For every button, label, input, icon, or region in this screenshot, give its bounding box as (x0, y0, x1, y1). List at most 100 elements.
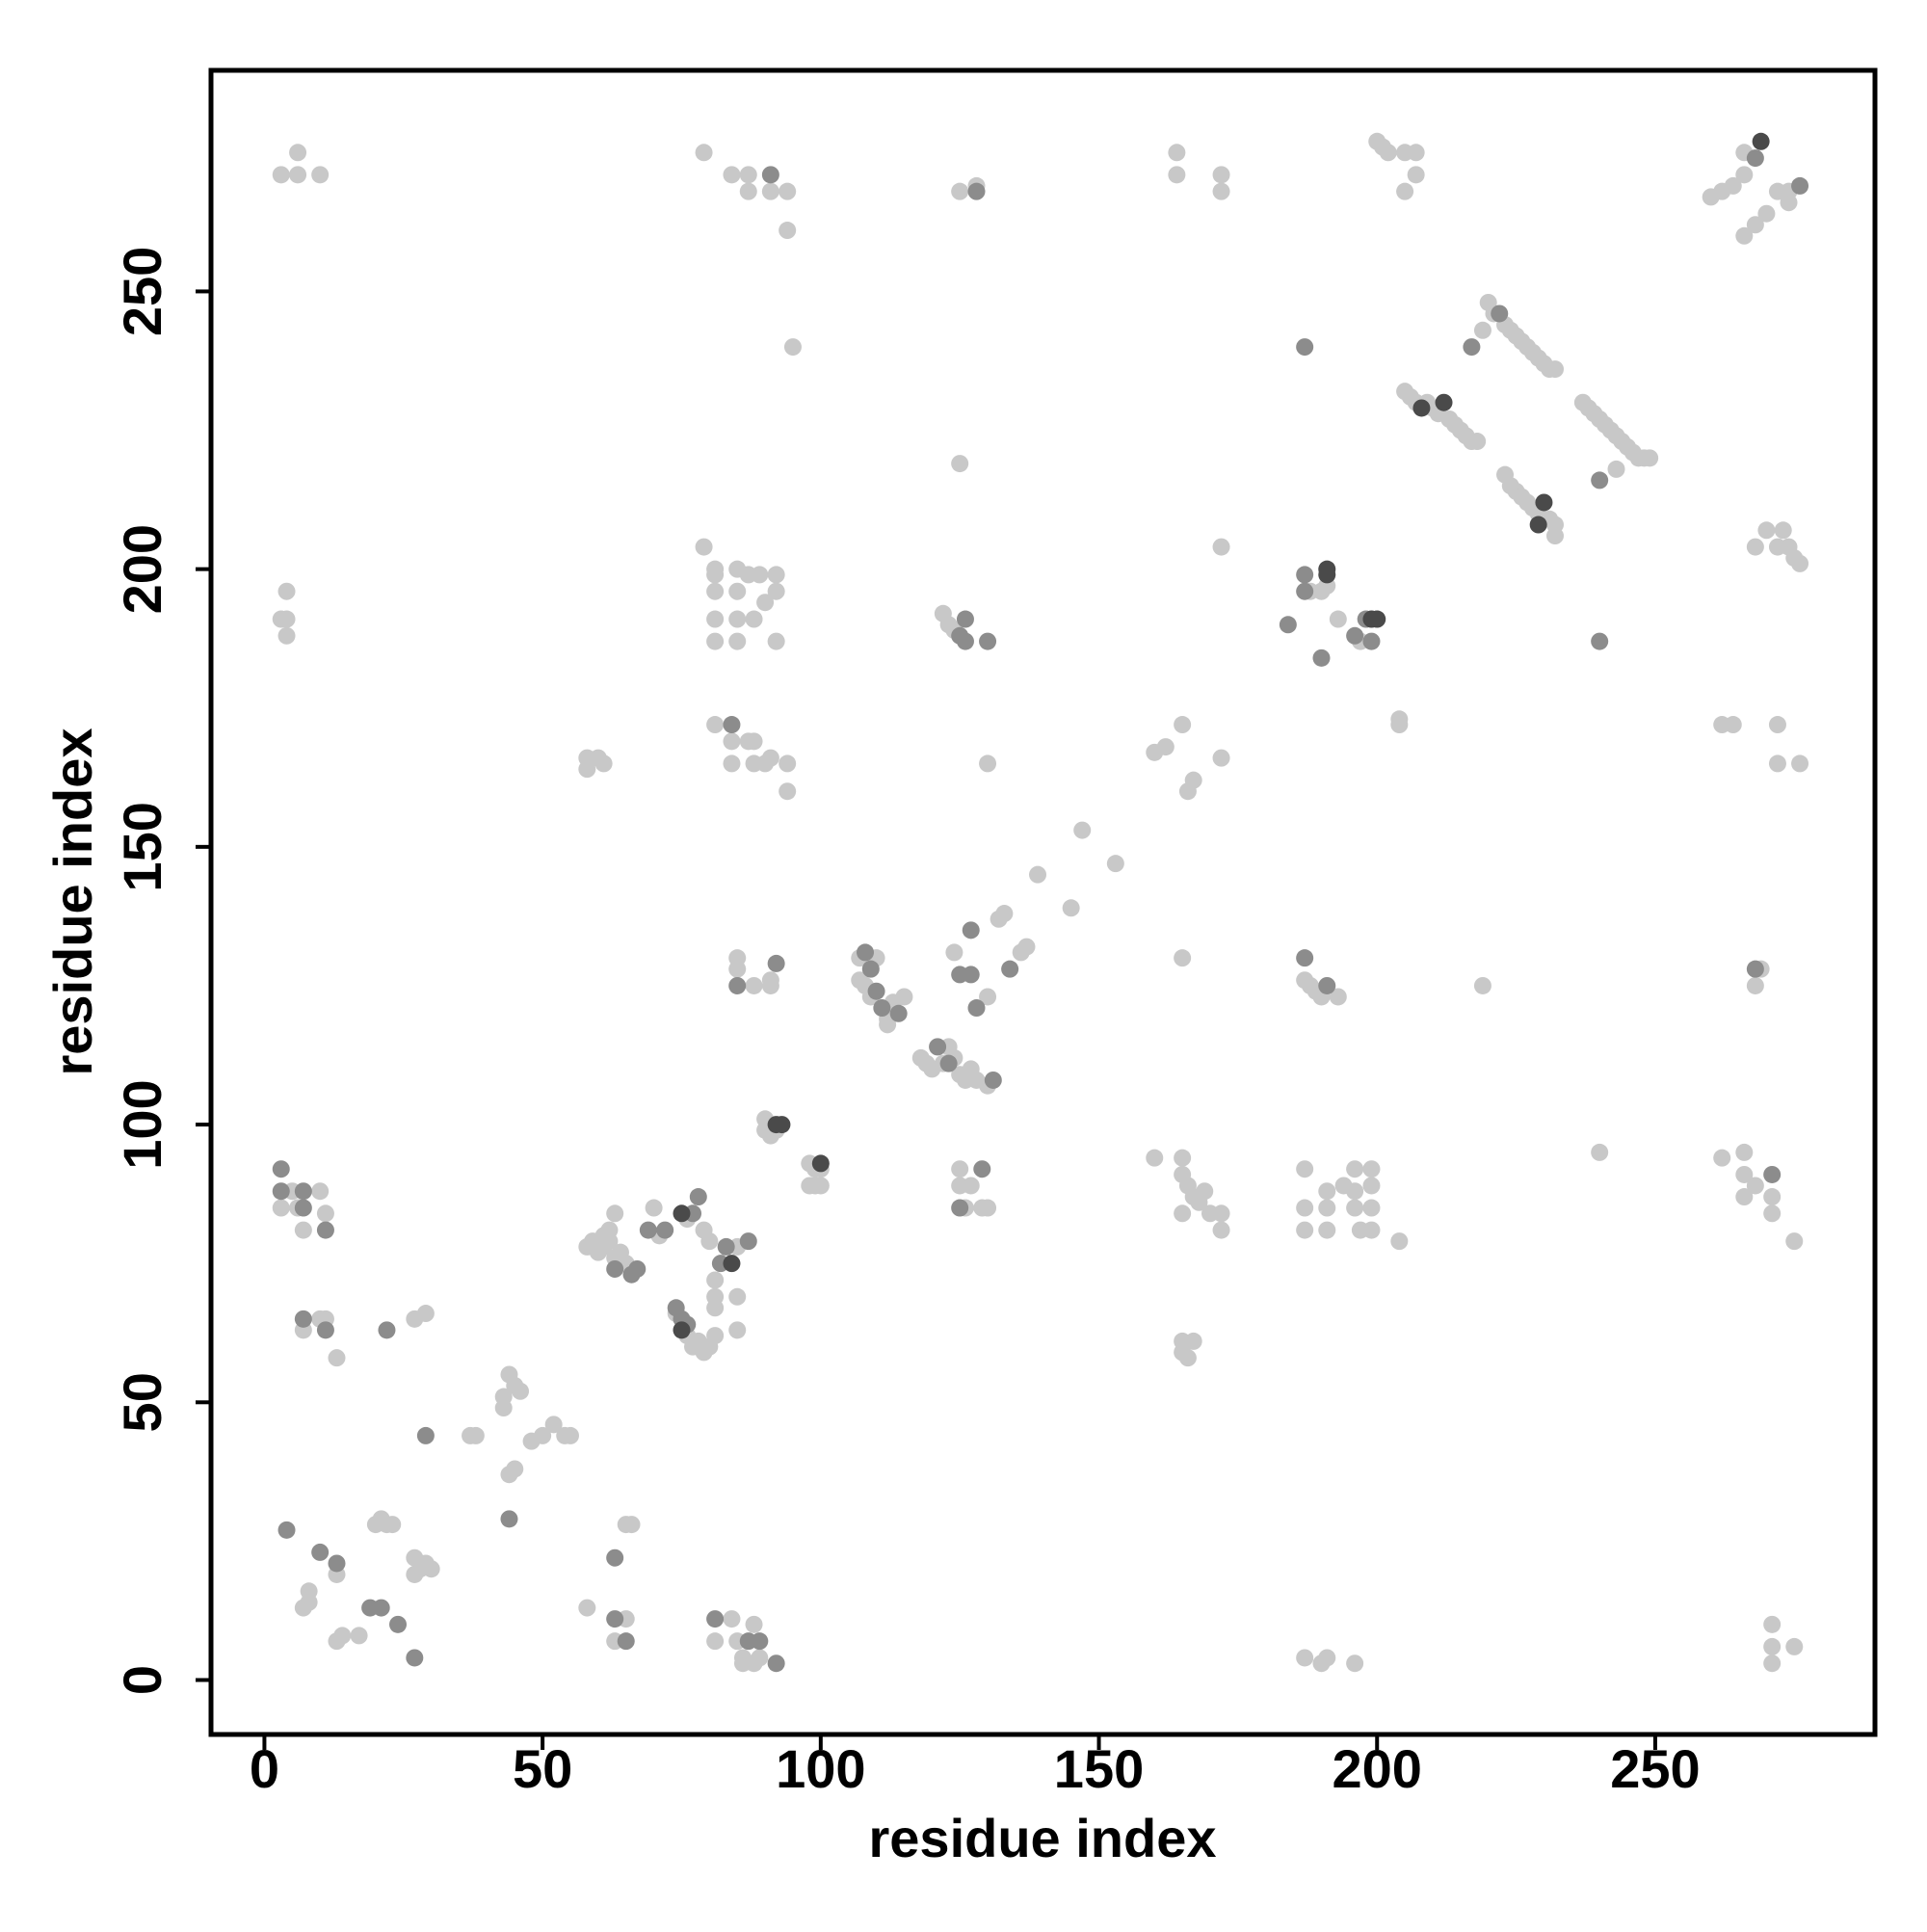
point (1106, 855, 1124, 873)
point (745, 976, 763, 994)
point (294, 1310, 312, 1328)
point (1791, 176, 1809, 195)
point (739, 1232, 757, 1251)
point (406, 1649, 424, 1667)
point (929, 1038, 947, 1056)
point (1329, 988, 1347, 1006)
y-tick-label: 100 (112, 1079, 172, 1169)
point (1713, 1149, 1731, 1167)
point (995, 905, 1014, 923)
point (956, 610, 974, 628)
point (728, 1287, 747, 1306)
point (984, 1071, 1002, 1089)
point (1763, 1615, 1782, 1633)
point (867, 982, 885, 1000)
point (745, 732, 763, 751)
point (311, 1182, 330, 1201)
point (728, 960, 747, 978)
point (1473, 976, 1491, 994)
point (706, 1327, 725, 1345)
y-tick-label: 50 (112, 1372, 172, 1432)
point (1785, 1637, 1804, 1655)
point (1001, 960, 1019, 978)
point (512, 1382, 530, 1400)
point (1407, 144, 1425, 162)
point (1746, 976, 1764, 994)
point (1318, 1221, 1336, 1239)
point (723, 1255, 741, 1273)
point (811, 1177, 830, 1195)
point (272, 1160, 290, 1178)
point (1535, 493, 1553, 512)
point (1346, 1182, 1364, 1201)
point (767, 582, 785, 600)
x-tick-label: 150 (1054, 1738, 1144, 1799)
point (1318, 1182, 1336, 1201)
plot-frame (208, 67, 1878, 1737)
point (706, 582, 725, 600)
point (939, 1054, 958, 1072)
point (289, 166, 307, 184)
point (945, 943, 964, 962)
point (723, 166, 741, 184)
point (1362, 1177, 1381, 1195)
point (1390, 716, 1409, 734)
point (967, 182, 986, 200)
point (1780, 194, 1798, 212)
point (1362, 1160, 1381, 1178)
x-tick-label: 250 (1610, 1738, 1700, 1799)
point (951, 1160, 969, 1178)
point (422, 1560, 440, 1578)
point (979, 1199, 997, 1217)
point (1763, 1204, 1782, 1223)
point (1156, 738, 1175, 756)
point (1768, 716, 1786, 734)
point (1752, 132, 1770, 150)
point (1379, 144, 1397, 162)
point (951, 1199, 969, 1217)
point (723, 732, 741, 751)
point (1318, 976, 1336, 994)
point (544, 1416, 563, 1434)
point (506, 1460, 524, 1478)
point (534, 1426, 552, 1444)
y-tick-label: 200 (112, 524, 172, 614)
point (606, 1610, 624, 1628)
point (1174, 1149, 1192, 1167)
point (1407, 166, 1425, 184)
point (723, 716, 741, 734)
point (1545, 360, 1564, 379)
point (689, 1188, 707, 1206)
point (1768, 754, 1786, 773)
point (761, 749, 779, 767)
point (979, 632, 997, 650)
point (779, 782, 797, 801)
point (879, 1016, 897, 1034)
point (1174, 949, 1192, 967)
point (1735, 166, 1754, 184)
point (1746, 538, 1764, 556)
point (1212, 1221, 1230, 1239)
point (656, 1221, 674, 1239)
point (706, 1610, 725, 1628)
point (606, 1204, 624, 1223)
point (1491, 304, 1509, 323)
point (1735, 1188, 1754, 1206)
point (756, 594, 775, 612)
point (466, 1426, 485, 1444)
point (751, 566, 769, 584)
point (1168, 166, 1186, 184)
point (700, 1232, 719, 1251)
point (1212, 182, 1230, 200)
point (973, 1160, 991, 1178)
point (1296, 582, 1314, 600)
point (1212, 538, 1230, 556)
point (951, 182, 969, 200)
point (272, 610, 290, 628)
point (728, 610, 747, 628)
point (628, 1259, 647, 1278)
point (1296, 1199, 1314, 1217)
point (1212, 1204, 1230, 1223)
point (311, 1543, 330, 1561)
point (1296, 1221, 1314, 1239)
